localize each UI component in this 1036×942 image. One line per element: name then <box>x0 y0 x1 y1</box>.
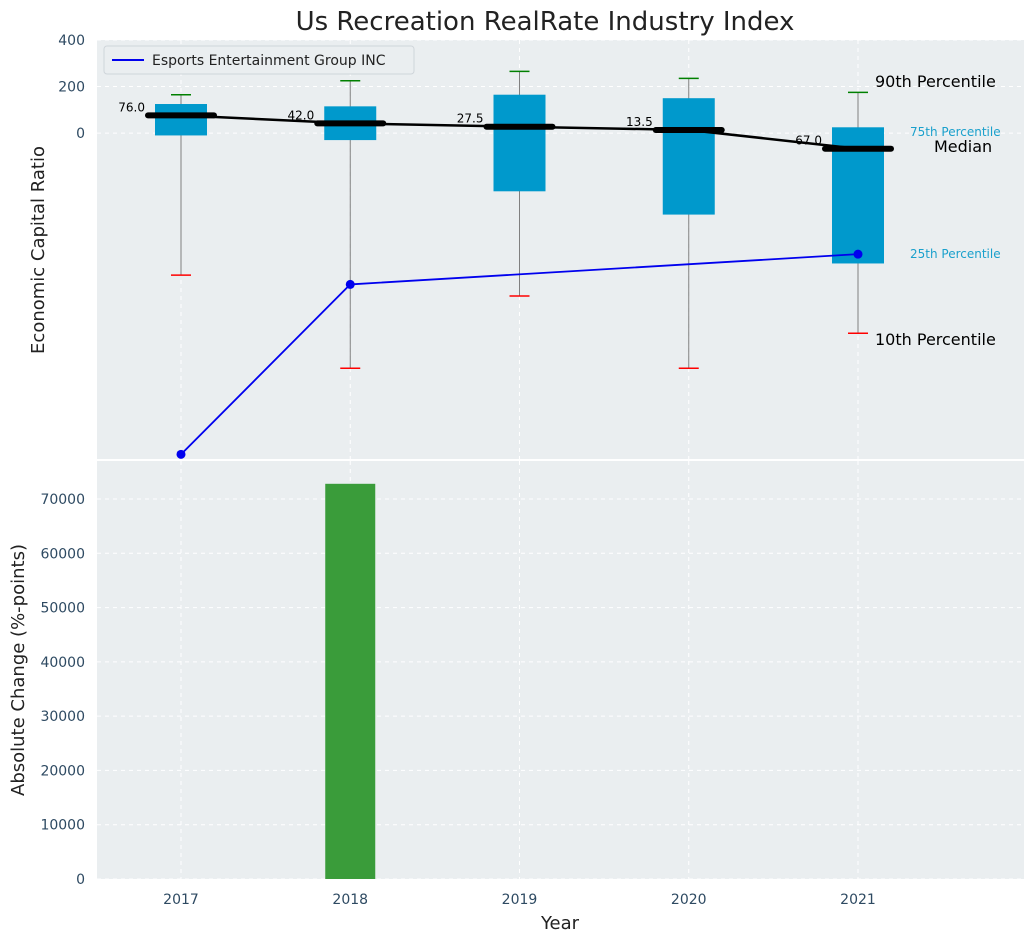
top-panel: 0 200 400 76.0 42.0 27.5 13.5 -67.0 <box>58 33 1024 459</box>
bottom-ytick-label: 20000 <box>40 763 85 779</box>
xtick-label: 2018 <box>332 892 368 908</box>
top-ylabel: Economic Capital Ratio <box>28 146 49 354</box>
bottom-ytick-label: 60000 <box>40 546 85 562</box>
bottom-ytick-label: 40000 <box>40 655 85 671</box>
median-value-label: 13.5 <box>626 115 653 129</box>
bottom-ytick-label: 10000 <box>40 818 85 834</box>
chart-title: Us Recreation RealRate Industry Index <box>296 7 795 37</box>
change-bar <box>325 483 376 879</box>
bottom-panel: 0 10000 20000 30000 40000 50000 60000 70000 2017… <box>40 461 1024 908</box>
top-ytick-label: 400 <box>58 33 85 49</box>
xtick-label: 2019 <box>502 892 538 908</box>
company-point <box>176 449 186 459</box>
annot-p25: 25th Percentile <box>910 247 1001 261</box>
bottom-plot-area <box>97 461 1024 879</box>
xtick-label: 2021 <box>840 892 876 908</box>
xtick-label: 2020 <box>671 892 707 908</box>
bottom-ytick-label: 30000 <box>40 709 85 725</box>
iqr-box <box>155 104 207 136</box>
median-value-label: 42.0 <box>288 108 315 122</box>
legend: Esports Entertainment Group INC <box>103 45 415 75</box>
iqr-box <box>493 94 546 192</box>
median-value-label: 76.0 <box>118 100 145 114</box>
top-plot-area <box>97 40 1024 459</box>
iqr-box <box>662 98 715 215</box>
annot-p75: 75th Percentile <box>910 125 1001 139</box>
top-ytick-label: 200 <box>58 80 85 96</box>
bottom-ytick-label: 70000 <box>40 492 85 508</box>
bottom-ytick-label: 0 <box>76 872 85 888</box>
bottom-ylabel: Absolute Change (%-points) <box>8 544 29 796</box>
x-axis-label: Year <box>540 913 580 934</box>
annot-median: Median <box>934 137 992 156</box>
company-point <box>345 279 355 289</box>
annot-p10: 10th Percentile <box>875 330 996 349</box>
bottom-ytick-label: 50000 <box>40 601 85 617</box>
xtick-label: 2017 <box>163 892 199 908</box>
median-value-label: 27.5 <box>457 112 484 126</box>
company-point <box>853 249 863 259</box>
top-ytick-label: 0 <box>76 126 85 142</box>
annot-p90: 90th Percentile <box>875 72 996 91</box>
median-value-label: -67.0 <box>791 134 822 148</box>
legend-box <box>103 45 415 75</box>
legend-label: Esports Entertainment Group INC <box>152 53 386 69</box>
